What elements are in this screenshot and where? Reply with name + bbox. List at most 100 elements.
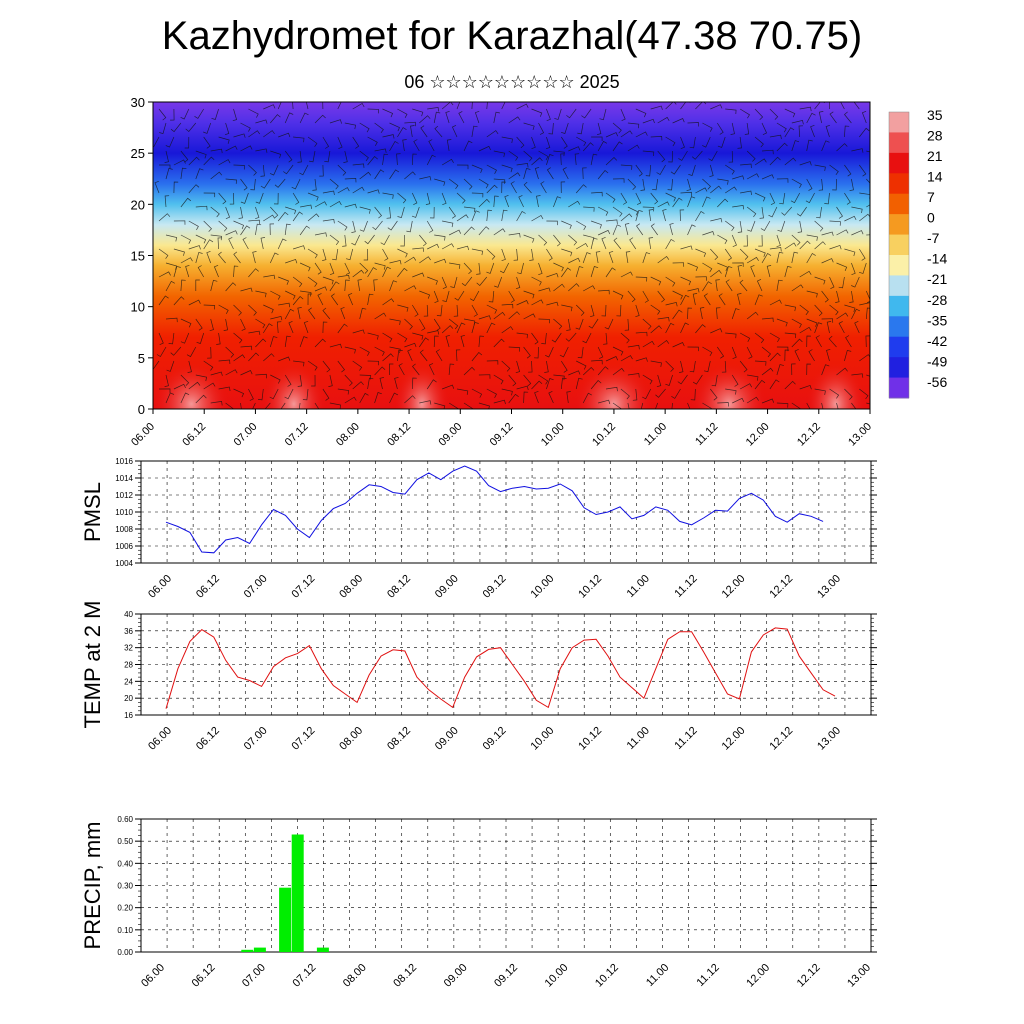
wind-barb bbox=[717, 402, 729, 407]
wind-barb bbox=[329, 343, 342, 349]
wind-barb bbox=[832, 178, 837, 191]
wind-barb bbox=[672, 290, 683, 300]
wind-barb bbox=[252, 402, 256, 409]
wind-barb bbox=[605, 356, 619, 362]
wind-barb bbox=[329, 402, 342, 409]
wind-barb bbox=[486, 248, 496, 260]
wind-barb bbox=[225, 369, 238, 376]
wind-barb bbox=[624, 318, 630, 331]
wind-barb bbox=[844, 304, 856, 313]
wind-barb bbox=[269, 336, 278, 348]
wind-barb bbox=[731, 374, 739, 387]
wind-barb bbox=[816, 206, 822, 219]
wind-barb bbox=[351, 234, 361, 246]
x-tick-label: 07.12 bbox=[290, 962, 318, 990]
y-tick-label: 1010 bbox=[115, 508, 133, 517]
wind-barb bbox=[591, 191, 603, 197]
wind-barb bbox=[456, 102, 461, 110]
wind-barb bbox=[635, 108, 647, 118]
wind-barb bbox=[233, 354, 246, 362]
wind-barb bbox=[308, 307, 316, 320]
wind-barb bbox=[411, 377, 417, 390]
wind-barb bbox=[776, 251, 784, 264]
wind-barb bbox=[538, 287, 551, 292]
wind-barb bbox=[344, 396, 357, 404]
wind-barb bbox=[426, 154, 436, 166]
wind-barb bbox=[605, 192, 616, 203]
wind-barb bbox=[314, 286, 328, 292]
wind-barb bbox=[486, 304, 498, 314]
wind-barb bbox=[814, 276, 826, 285]
wind-barb bbox=[248, 108, 259, 118]
wind-barb bbox=[255, 338, 267, 348]
wind-barb bbox=[382, 298, 395, 306]
wind-barb bbox=[627, 206, 639, 216]
x-tick-label: 06.12 bbox=[194, 573, 222, 601]
y-tick-label: 25 bbox=[131, 146, 145, 161]
wind-barb bbox=[650, 223, 658, 236]
wind-barb bbox=[389, 363, 394, 376]
wind-barb bbox=[218, 136, 230, 144]
wind-barb bbox=[278, 276, 289, 285]
wind-barb bbox=[851, 230, 864, 236]
y-tick-label: 10 bbox=[131, 300, 145, 315]
wind-barb bbox=[158, 108, 167, 121]
wind-barb bbox=[566, 391, 571, 404]
wind-barb bbox=[635, 276, 648, 282]
wind-barb bbox=[791, 284, 804, 292]
x-tick-label: 10.12 bbox=[576, 725, 604, 753]
wind-barb bbox=[769, 108, 779, 120]
wind-barb bbox=[523, 234, 535, 243]
colorbar-label: -21 bbox=[927, 271, 947, 287]
wind-barb bbox=[218, 192, 227, 205]
y-tick-label: 0.60 bbox=[117, 815, 133, 824]
wind-barb bbox=[429, 206, 435, 219]
wind-barb bbox=[576, 220, 587, 231]
wind-barb bbox=[197, 265, 205, 278]
wind-barbs bbox=[153, 102, 870, 409]
wind-barb bbox=[725, 279, 733, 292]
wind-barb bbox=[329, 234, 340, 246]
wind-barb bbox=[248, 388, 254, 401]
wind-barb bbox=[456, 245, 470, 251]
wind-barb bbox=[367, 136, 378, 146]
wind-barb bbox=[612, 290, 624, 300]
wind-barb bbox=[695, 276, 707, 281]
wind-barb bbox=[754, 379, 766, 390]
wind-barb bbox=[195, 168, 204, 180]
wind-barb bbox=[605, 132, 619, 138]
wind-barb bbox=[672, 262, 685, 267]
wind-barb bbox=[165, 167, 173, 180]
wind-barb bbox=[508, 150, 519, 161]
wind-barb bbox=[642, 318, 652, 330]
wind-barb bbox=[292, 245, 306, 250]
warm-blob-2 bbox=[393, 362, 450, 409]
x-tick-label: 09.12 bbox=[488, 421, 516, 449]
y-tick-label: 24 bbox=[124, 677, 133, 686]
wind-barb bbox=[187, 360, 192, 373]
y-tick-label: 40 bbox=[124, 610, 133, 619]
wind-barb bbox=[210, 206, 220, 218]
wind-barb bbox=[328, 374, 333, 387]
wind-barb bbox=[173, 296, 185, 306]
wind-barb bbox=[732, 262, 744, 267]
x-tick-label: 11.00 bbox=[625, 725, 652, 752]
wind-barb bbox=[544, 360, 549, 373]
wind-barb bbox=[680, 136, 685, 150]
wind-barb bbox=[255, 290, 267, 298]
wind-barb bbox=[448, 229, 462, 236]
wind-barb bbox=[493, 228, 506, 236]
wind-barb bbox=[404, 342, 417, 348]
wind-barb bbox=[798, 125, 804, 138]
wind-barb bbox=[858, 262, 867, 274]
wind-barb bbox=[352, 103, 365, 110]
wind-barb bbox=[173, 181, 179, 194]
wind-barb bbox=[717, 346, 725, 359]
wind-barb bbox=[591, 359, 603, 365]
wind-barb bbox=[319, 164, 324, 177]
wind-barb bbox=[165, 262, 178, 270]
wind-barb bbox=[737, 220, 743, 233]
wind-barb bbox=[396, 153, 401, 166]
wind-barb bbox=[568, 257, 581, 264]
wind-barb bbox=[413, 139, 420, 152]
